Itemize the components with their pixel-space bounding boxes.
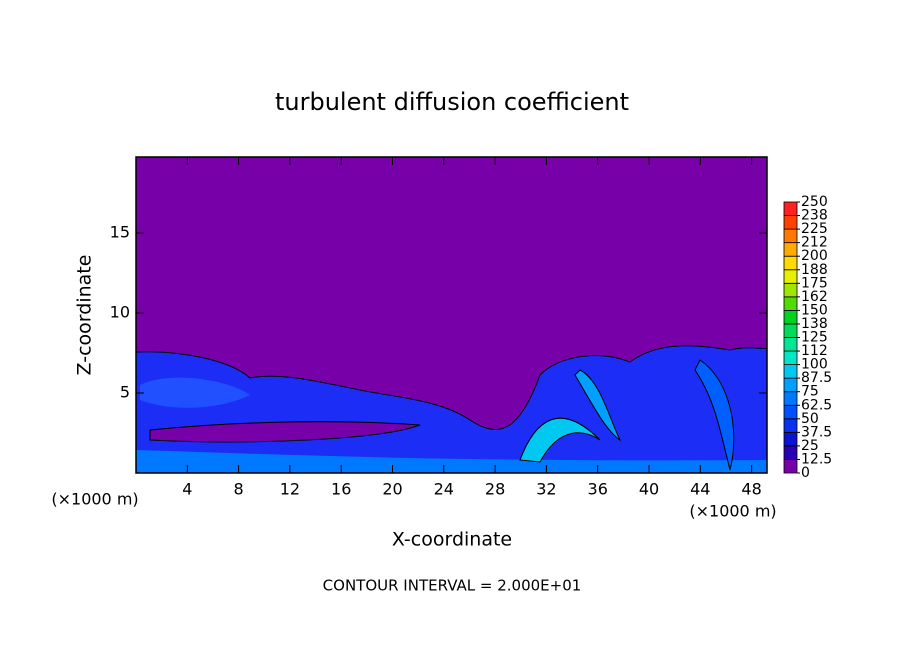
colorbar-bin (783, 404, 798, 420)
contour-note: CONTOUR INTERVAL = 2.000E+01 (323, 577, 582, 595)
colorbar-label: 212 (801, 235, 828, 251)
field-patch (574, 369, 622, 442)
field-patch (149, 421, 421, 443)
colorbar-label: 112 (801, 343, 828, 359)
y-tick-label: 5 (120, 383, 130, 402)
colorbar-label: 162 (801, 289, 828, 305)
x-tick-label: 40 (639, 480, 659, 499)
colorbar-label: 188 (801, 262, 828, 278)
colorbar-label: 100 (801, 357, 828, 373)
colorbar-bin (783, 282, 798, 298)
colorbar-label: 12.5 (801, 451, 832, 467)
field-blue (135, 345, 768, 474)
colorbar-bin (783, 377, 798, 393)
y-tick-label: 10 (110, 303, 130, 322)
x-tick-label: 48 (741, 480, 761, 499)
colorbar-bin (783, 242, 798, 257)
colorbar-bin (783, 228, 798, 244)
x-tick-label: 28 (485, 480, 505, 499)
colorbar-bin (783, 309, 798, 325)
colorbar-bin (783, 255, 798, 271)
x-tick-label: 36 (588, 480, 608, 499)
colorbar-bin (783, 391, 798, 406)
colorbar-bin (783, 201, 798, 216)
field-patch (140, 377, 250, 408)
colorbar-label: 37.5 (801, 424, 832, 440)
y-axis-label: Z-coordinate (74, 255, 96, 376)
colorbar-label: 75 (801, 384, 819, 400)
colorbar-bin (783, 296, 798, 311)
x-tick-label: 44 (690, 480, 710, 499)
field-patch (694, 359, 735, 471)
colorbar-bin (783, 269, 798, 284)
x-tick-label: 20 (382, 480, 402, 499)
field-base (136, 450, 767, 473)
colorbar-label: 62.5 (801, 397, 832, 413)
colorbar-label: 250 (801, 194, 828, 210)
colorbar-label: 225 (801, 221, 828, 237)
plot-frame (135, 156, 768, 474)
colorbar-bin (783, 215, 798, 230)
x-tick-label: 24 (434, 480, 454, 499)
colorbar-bin (783, 323, 798, 338)
x-tick-label: 16 (331, 480, 351, 499)
x-tick-label: 4 (182, 480, 192, 499)
colorbar-label: 87.5 (801, 370, 832, 386)
colorbar-bin (783, 445, 798, 460)
colorbar-bin (783, 431, 798, 447)
colorbar-bin (783, 337, 798, 352)
x-axis-label: X-coordinate (392, 529, 512, 551)
colorbar-label: 238 (801, 208, 828, 224)
colorbar-label: 25 (801, 438, 819, 454)
colorbar-label: 200 (801, 248, 828, 264)
colorbar-label: 175 (801, 275, 828, 291)
colorbar-label: 150 (801, 302, 828, 318)
x-axis-unit: (×1000 m) (689, 502, 776, 521)
colorbar-bin (783, 364, 798, 379)
colorbar-label: 50 (801, 411, 819, 427)
colorbar-bin (783, 350, 798, 365)
colorbar-bin (783, 459, 798, 474)
colorbar-label: 0 (801, 465, 810, 481)
x-tick-label: 12 (280, 480, 300, 499)
x-tick-label: 32 (536, 480, 556, 499)
colorbar-bin (783, 418, 798, 433)
chart-title: turbulent diffusion coefficient (275, 88, 629, 116)
field-patch (519, 417, 601, 463)
y-axis-unit: (×1000 m) (51, 490, 138, 509)
field (135, 156, 768, 474)
colorbar-label: 138 (801, 316, 828, 332)
y-tick-label: 15 (110, 223, 130, 242)
colorbar-label: 125 (801, 330, 828, 346)
x-tick-label: 8 (234, 480, 244, 499)
